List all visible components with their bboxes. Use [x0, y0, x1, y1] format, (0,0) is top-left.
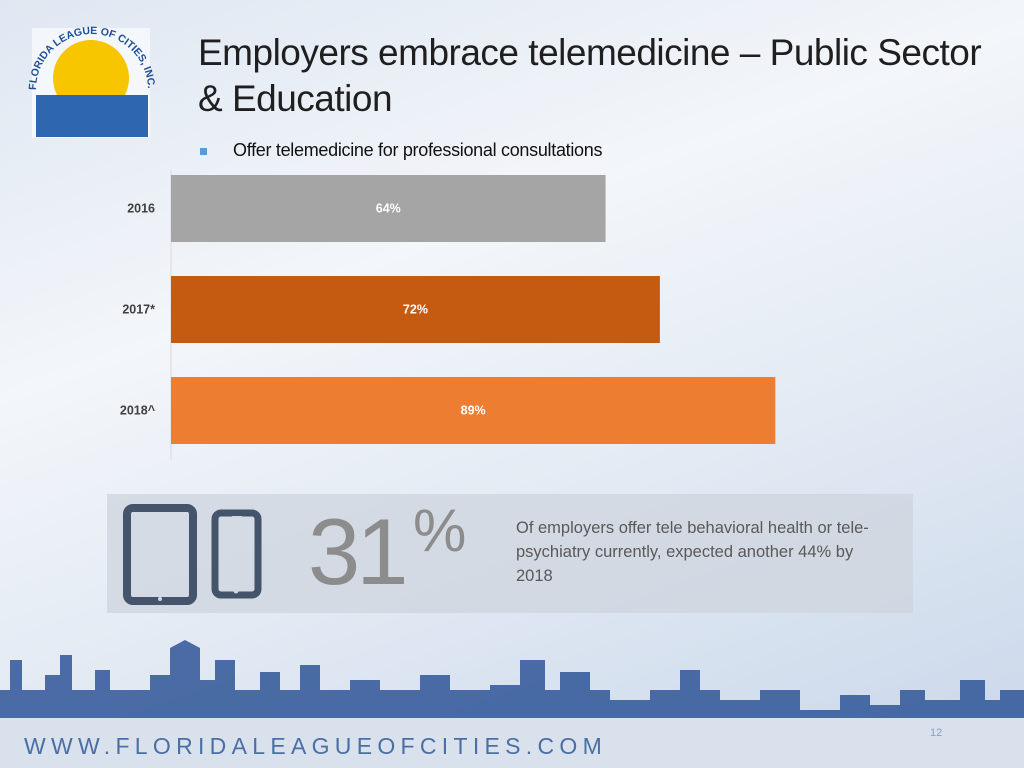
stat-number: 31 [308, 499, 409, 604]
device-icons [123, 504, 262, 605]
y-tick-label: 2018^ [120, 404, 156, 418]
y-tick-label: 2016 [127, 202, 155, 216]
logo: FLORIDA LEAGUE OF CITIES, INC. [27, 25, 157, 138]
data-label: 89% [461, 404, 486, 418]
legend-label: Offer telemedicine for professional cons… [233, 140, 603, 160]
page-number: 12 [930, 727, 943, 739]
slide-title: Employers embrace telemedicine – Public … [198, 32, 982, 119]
bar [171, 377, 776, 444]
data-label: 72% [403, 303, 428, 317]
chart: 2016 64% 2017* 72% 2018^ 89% [120, 170, 776, 460]
stat-text: Of employers offer tele behavioral healt… [516, 519, 869, 585]
bar [171, 175, 606, 242]
legend-marker [200, 148, 207, 155]
footer-band [0, 718, 1024, 768]
bar [171, 276, 660, 343]
footer-url: WWW.FLORIDALEAGUEOFCITIES.COM [24, 733, 608, 759]
data-label: 64% [376, 202, 401, 216]
stat-unit: % [413, 497, 467, 564]
y-tick-label: 2017* [122, 303, 155, 317]
